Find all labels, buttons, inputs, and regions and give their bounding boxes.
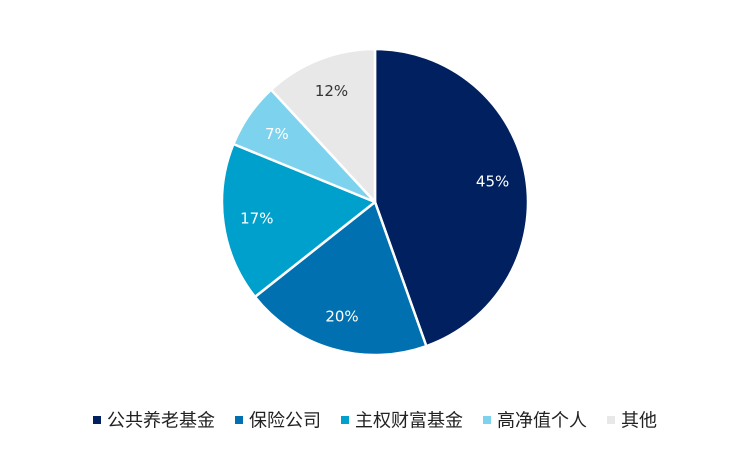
legend-marker-3 — [483, 416, 491, 424]
legend-label-4: 其他 — [621, 411, 657, 432]
legend-marker-0 — [93, 416, 101, 424]
slice-label-4: 12% — [315, 82, 348, 100]
pie-slice-1 — [253, 200, 428, 357]
slice-label-3: 7% — [265, 125, 289, 143]
legend-label-3: 高净值个人 — [497, 411, 587, 432]
slice-label-1: 20% — [325, 308, 358, 326]
pie-slices — [220, 47, 530, 357]
legend-marker-2 — [341, 416, 349, 424]
legend-label-1: 保险公司 — [249, 411, 321, 432]
slice-label-0: 45% — [476, 173, 509, 191]
legend-label-2: 主权财富基金 — [355, 411, 463, 432]
legend: 公共养老基金 保险公司 主权财富基金 高净值个人 其他 — [93, 411, 657, 432]
pie-slice-4 — [269, 47, 377, 204]
slice-labels: 45% 20% 17% 7% 12% — [240, 82, 509, 326]
pie-slice-2 — [220, 142, 377, 299]
legend-label-0: 公共养老基金 — [107, 411, 215, 432]
legend-marker-4 — [607, 416, 615, 424]
pie-slice-0 — [373, 47, 530, 348]
legend-marker-1 — [235, 416, 243, 424]
slice-label-2: 17% — [240, 210, 273, 228]
